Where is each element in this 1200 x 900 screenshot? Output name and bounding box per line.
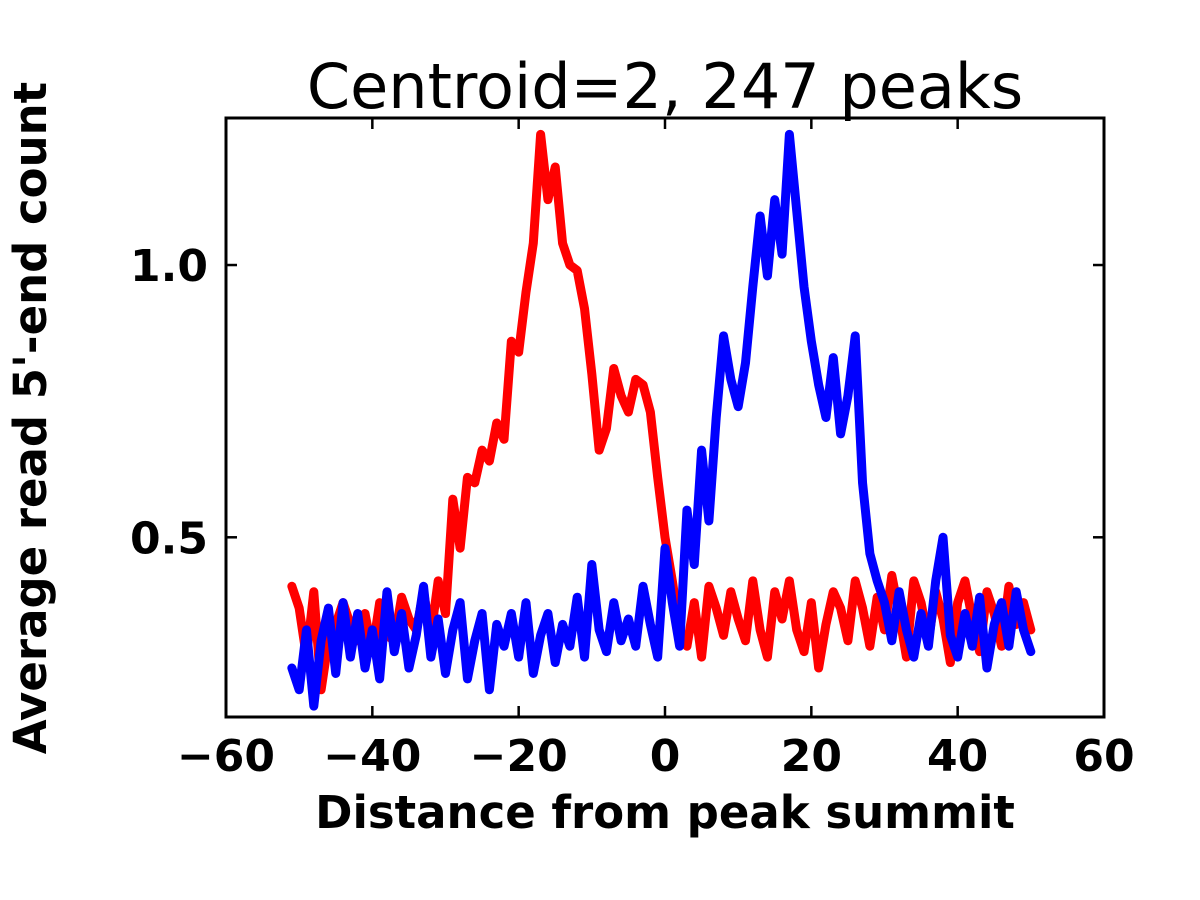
y-tick-label-0: 0.5 bbox=[130, 513, 208, 564]
x-tick-label-4: 20 bbox=[781, 731, 842, 782]
y-axis-tick-labels: 0.5 1.0 bbox=[130, 241, 208, 564]
x-tick-label-6: 60 bbox=[1073, 731, 1134, 782]
x-tick-label-2: −20 bbox=[470, 731, 568, 782]
y-axis-ticks bbox=[226, 263, 1104, 539]
series-path-reverse-strand bbox=[287, 129, 1036, 711]
x-tick-label-1: −40 bbox=[323, 731, 421, 782]
x-axis-ticks bbox=[224, 118, 1106, 717]
data-series-group bbox=[287, 129, 1036, 711]
x-tick-label-3: 0 bbox=[650, 731, 681, 782]
x-tick-label-0: −60 bbox=[177, 731, 275, 782]
x-axis-tick-labels: −60 −40 −20 0 20 40 60 bbox=[177, 731, 1135, 782]
y-axis-label: Average read 5'-end count bbox=[4, 82, 57, 754]
x-tick-label-5: 40 bbox=[927, 731, 988, 782]
chart-title: Centroid=2, 247 peaks bbox=[307, 50, 1023, 123]
y-tick-label-1: 1.0 bbox=[130, 241, 208, 292]
x-axis-label: Distance from peak summit bbox=[315, 786, 1015, 839]
